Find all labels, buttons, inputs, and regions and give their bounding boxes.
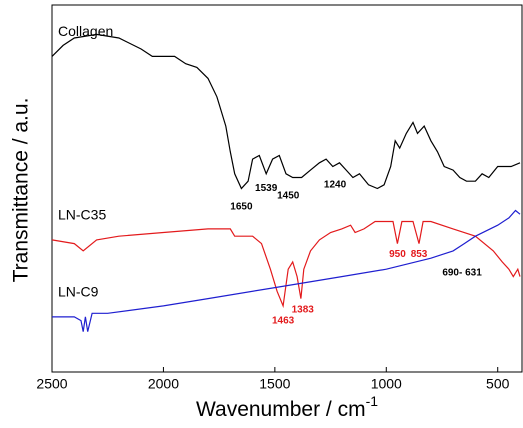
x-tick-label: 1500 [259,376,290,392]
annotation: 690- 631 [442,268,482,279]
x-tick-label: 2500 [36,376,67,392]
series-label: Collagen [58,23,113,39]
series-line [51,33,521,190]
series-label: LN-C9 [58,284,99,300]
annotation: 1240 [324,179,347,190]
annotation: 950 [389,249,406,260]
x-tick-label: 500 [486,376,510,392]
x-tick-label: 1000 [371,376,402,392]
x-label-main: Wavenumber / cm [196,398,366,421]
series-line [51,220,521,309]
annotation: 1463 [272,315,295,326]
y-axis-label: Transmittance / a.u. [10,98,33,283]
series-label: LN-C35 [58,207,106,223]
annotation: 853 [411,249,428,260]
annotation: 1650 [230,201,253,212]
annotation: 1450 [277,190,300,201]
plot-frame [51,4,523,373]
annotation: 1383 [292,304,315,315]
annotation: 1539 [255,183,278,194]
x-label-sup: -1 [366,393,379,409]
x-tick-label: 2000 [148,376,179,392]
x-axis-label: Wavenumber / cm-1 [196,393,378,421]
series-line [52,209,521,332]
